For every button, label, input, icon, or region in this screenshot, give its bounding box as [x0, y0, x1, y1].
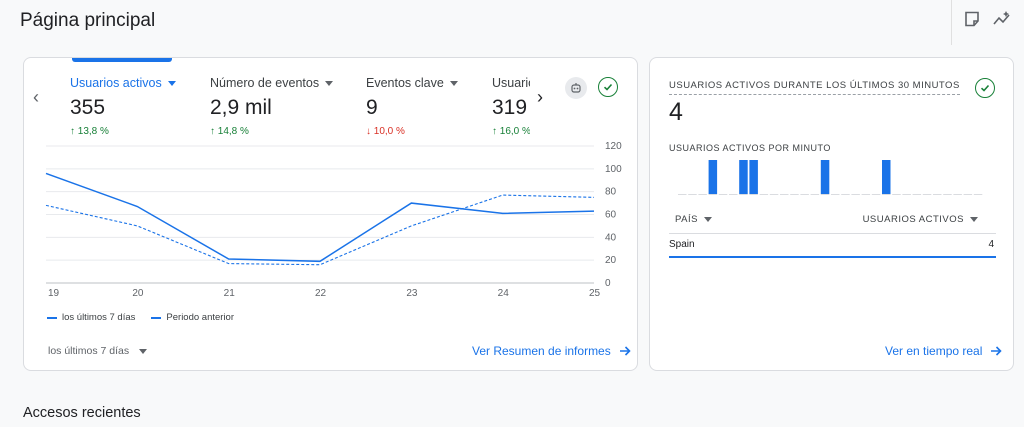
realtime-table-header: PAÍS USUARIOS ACTIVOS: [669, 212, 996, 234]
minute-bar[interactable]: [749, 160, 758, 194]
legend-label: los últimos 7 días: [62, 312, 136, 323]
header-divider: [951, 0, 952, 45]
x-tick-label: 20: [132, 288, 144, 298]
metric-change: ↑ 14,8 %: [210, 126, 249, 137]
country-cell: Spain: [669, 239, 695, 250]
metric-value: 2,9 mil: [210, 96, 272, 119]
check-circle-icon: [975, 78, 995, 98]
page-title: Página principal: [20, 10, 156, 31]
realtime-value: 4: [669, 98, 683, 126]
metric-tab-event-count[interactable]: Número de eventos 2,9 mil ↑ 14,8 %: [210, 76, 334, 137]
y-tick-label: 120: [605, 141, 622, 152]
metric-tab-key-events[interactable]: Eventos clave 9 ↓ 10,0 %: [366, 76, 458, 137]
prev-metric-arrow[interactable]: ‹: [33, 87, 39, 107]
date-range-label: los últimos 7 días: [48, 345, 130, 357]
country-column-header[interactable]: PAÍS: [675, 214, 712, 225]
chart-legend: los últimos 7 días Periodo anterior: [47, 312, 234, 323]
notes-icon[interactable]: [963, 10, 981, 28]
metric-tab-active-users[interactable]: Usuarios activos 355 ↑ 13,8 %: [70, 76, 176, 137]
caret-down-icon: [139, 348, 148, 354]
view-reports-link[interactable]: Ver Resumen de informes: [472, 344, 631, 358]
view-realtime-label: Ver en tiempo real: [885, 344, 983, 358]
users-cell: 4: [988, 239, 994, 250]
metric-value: 319: [492, 96, 528, 119]
view-reports-label: Ver Resumen de informes: [472, 344, 611, 358]
arrow-right-icon: [991, 346, 1003, 356]
overview-card: ‹ Usuarios activos 355 ↑ 13,8 % Número d…: [23, 57, 638, 371]
metric-change: ↑ 13,8 %: [70, 126, 109, 137]
minute-bar[interactable]: [820, 160, 830, 194]
legend-swatch-solid: [47, 316, 57, 319]
y-tick-label: 100: [605, 164, 622, 175]
caret-down-icon: [449, 80, 458, 86]
metric-label: Número de eventos: [210, 76, 320, 90]
users-column-header[interactable]: USUARIOS ACTIVOS: [863, 214, 978, 225]
arrow-right-icon: [619, 346, 631, 356]
view-realtime-link[interactable]: Ver en tiempo real: [885, 344, 1003, 358]
minute-bar[interactable]: [739, 160, 748, 194]
legend-swatch-dashed: [151, 316, 162, 319]
metric-tab-users[interactable]: Usuarios 319 ↑ 16,0 %: [492, 76, 530, 137]
next-metric-arrow[interactable]: ›: [537, 87, 543, 107]
metric-label: Eventos clave: [366, 76, 444, 90]
line-chart: 02040608010012019202122232425feb: [45, 141, 622, 298]
caret-down-icon: [167, 80, 176, 86]
x-tick-label: 21: [224, 288, 236, 298]
metric-value: 355: [70, 96, 106, 119]
date-range-select[interactable]: los últimos 7 días: [48, 345, 148, 357]
legend-item-current: los últimos 7 días: [47, 312, 135, 323]
metric-change: ↓ 10,0 %: [366, 126, 405, 137]
metric-label: Usuarios: [492, 76, 530, 90]
per-minute-label: USUARIOS ACTIVOS POR MINUTO: [669, 143, 831, 153]
table-row[interactable]: Spain 4: [669, 236, 996, 258]
insights-bot-icon[interactable]: [565, 77, 587, 99]
y-tick-label: 20: [605, 255, 617, 266]
check-circle-icon: [598, 77, 618, 97]
active-tab-indicator: [72, 58, 172, 62]
series-line-previous: [45, 194, 595, 266]
minute-bar[interactable]: [708, 160, 718, 194]
column-label: USUARIOS ACTIVOS: [862, 214, 964, 225]
caret-down-icon: [325, 80, 334, 86]
metric-change: ↑ 16,0 %: [492, 126, 530, 137]
metric-value: 9: [366, 96, 378, 119]
recent-access-title: Accesos recientes: [23, 405, 141, 421]
x-tick-label: 19: [48, 288, 60, 298]
x-tick-label: 23: [406, 288, 418, 298]
series-line-current: [45, 172, 595, 263]
column-label: PAÍS: [675, 214, 698, 225]
metric-tab-users-clip: Usuarios 319 ↑ 16,0 %: [490, 58, 530, 148]
x-tick-label: 22: [315, 288, 327, 298]
minute-bar[interactable]: [882, 160, 891, 194]
caret-down-icon: [970, 217, 978, 222]
legend-label: Periodo anterior: [166, 312, 235, 323]
realtime-card: USUARIOS ACTIVOS DURANTE LOS ÚLTIMOS 30 …: [649, 57, 1014, 371]
insights-icon[interactable]: [993, 10, 1011, 28]
y-tick-label: 0: [605, 278, 611, 289]
y-tick-label: 80: [605, 187, 617, 198]
realtime-title[interactable]: USUARIOS ACTIVOS DURANTE LOS ÚLTIMOS 30 …: [669, 80, 960, 95]
x-tick-label: 25: [589, 288, 601, 298]
caret-down-icon: [703, 217, 712, 222]
legend-item-previous: Periodo anterior: [151, 312, 234, 323]
y-tick-label: 60: [605, 210, 617, 221]
y-tick-label: 40: [605, 232, 617, 243]
x-tick-label: 24: [498, 288, 510, 298]
per-minute-bar-chart: [678, 160, 983, 195]
metric-label: Usuarios activos: [70, 76, 162, 90]
